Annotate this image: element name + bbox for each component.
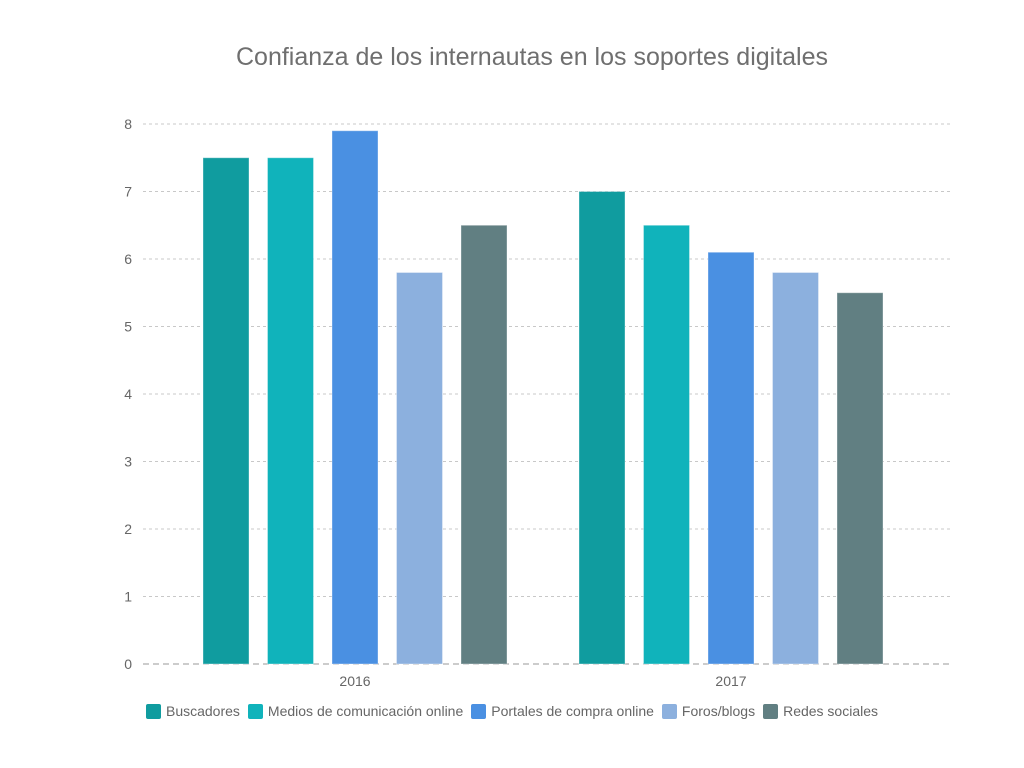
legend-item[interactable]: Foros/blogs <box>661 703 756 719</box>
bar-2017-redes-sociales[interactable] <box>836 292 884 665</box>
legend-swatch <box>145 703 161 719</box>
bar-2017-portales-de-compra-online[interactable] <box>707 251 755 665</box>
y-tick-label: 0 <box>124 656 132 672</box>
legend-swatch <box>763 703 779 719</box>
y-tick-label: 3 <box>124 454 132 470</box>
legend-label: Medios de comunicación online <box>267 703 464 719</box>
legend-label: Portales de compra online <box>491 703 654 719</box>
bar-2016-medios-de-comunicaci-n-online[interactable] <box>267 157 314 665</box>
x-tick-label: 2016 <box>339 673 370 689</box>
bar-2016-portales-de-compra-online[interactable] <box>331 130 379 665</box>
bar-2017-buscadores[interactable] <box>578 191 626 665</box>
y-tick-label: 2 <box>124 521 132 537</box>
legend: Buscadores Medios de comunicación online P… <box>0 703 1024 722</box>
bar-2017-medios-de-comunicaci-n-online[interactable] <box>643 224 690 665</box>
x-axis-ticks: 2016 2017 <box>339 673 746 689</box>
legend-item[interactable]: Medios de comunicación online <box>247 703 464 719</box>
legend-item[interactable]: Redes sociales <box>763 703 878 719</box>
chart-title: Confianza de los internautas en los sopo… <box>236 43 828 71</box>
bar-2017-foros-blogs[interactable] <box>772 272 819 665</box>
bar-2016-foros-blogs[interactable] <box>396 272 443 665</box>
legend-swatch <box>661 703 677 719</box>
bar-2016-buscadores[interactable] <box>202 157 250 665</box>
y-tick-label: 5 <box>124 319 132 335</box>
legend-swatch <box>471 703 487 719</box>
y-tick-label: 8 <box>124 116 132 132</box>
y-tick-label: 1 <box>124 589 132 605</box>
legend-label: Buscadores <box>165 703 240 719</box>
legend-item[interactable]: Buscadores <box>145 703 240 719</box>
y-tick-label: 4 <box>124 386 132 402</box>
y-tick-label: 7 <box>124 184 132 200</box>
gridlines <box>143 123 950 665</box>
y-axis-ticks: 0 1 2 3 4 5 6 7 8 <box>124 116 132 672</box>
bars <box>202 130 884 665</box>
legend-item[interactable]: Portales de compra online <box>471 703 654 719</box>
legend-label: Foros/blogs <box>681 703 756 719</box>
legend-label: Redes sociales <box>783 703 879 719</box>
y-tick-label: 6 <box>124 251 132 267</box>
legend-swatch <box>247 703 263 719</box>
bar-2016-redes-sociales[interactable] <box>460 224 508 665</box>
x-tick-label: 2017 <box>715 673 746 689</box>
